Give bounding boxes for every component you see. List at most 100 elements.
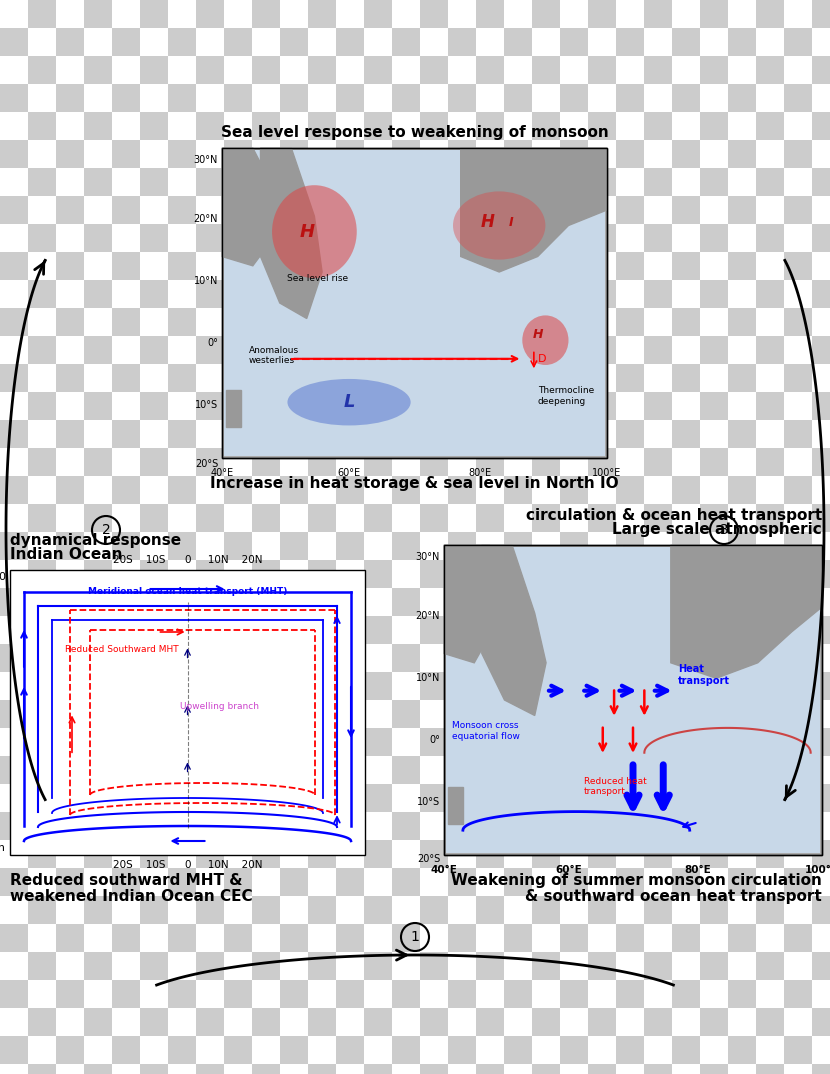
Bar <box>84 504 112 532</box>
Bar <box>448 1036 476 1064</box>
Bar <box>476 112 504 140</box>
Bar <box>84 616 112 644</box>
Bar <box>336 979 364 1008</box>
Bar <box>168 308 196 336</box>
Bar <box>308 1036 336 1064</box>
Bar <box>28 280 56 308</box>
Bar <box>168 784 196 812</box>
Bar <box>756 560 784 587</box>
Bar <box>700 448 728 476</box>
Bar <box>336 195 364 224</box>
Bar <box>364 644 392 672</box>
Bar <box>448 168 476 195</box>
Bar <box>28 252 56 280</box>
Bar <box>560 476 588 504</box>
Bar <box>644 868 672 896</box>
Bar <box>672 924 700 952</box>
Bar <box>728 224 756 252</box>
Bar <box>392 252 420 280</box>
Bar <box>252 0 280 28</box>
Bar <box>0 168 28 195</box>
Bar <box>644 364 672 392</box>
Bar <box>56 252 84 280</box>
Bar <box>252 252 280 280</box>
Bar <box>140 224 168 252</box>
Bar <box>0 979 28 1008</box>
Bar <box>0 560 28 587</box>
Bar <box>0 0 28 28</box>
Bar <box>700 700 728 728</box>
Bar <box>532 728 560 756</box>
Bar <box>308 1064 336 1074</box>
Bar <box>28 392 56 420</box>
Bar <box>392 112 420 140</box>
Bar <box>700 140 728 168</box>
Bar <box>84 1008 112 1036</box>
Bar <box>196 644 224 672</box>
Bar <box>784 0 812 28</box>
Bar <box>364 587 392 616</box>
Bar <box>308 924 336 952</box>
Bar <box>308 560 336 587</box>
Bar <box>224 587 252 616</box>
Bar <box>28 504 56 532</box>
Bar <box>336 140 364 168</box>
Bar <box>84 812 112 840</box>
Bar <box>784 168 812 195</box>
Bar <box>532 784 560 812</box>
Bar <box>28 84 56 112</box>
Bar <box>476 840 504 868</box>
Bar <box>140 112 168 140</box>
Bar <box>56 1008 84 1036</box>
Bar <box>280 308 308 336</box>
Bar <box>616 587 644 616</box>
Bar <box>168 84 196 112</box>
Bar <box>672 672 700 700</box>
Bar <box>140 1064 168 1074</box>
Bar <box>112 168 140 195</box>
Bar <box>84 840 112 868</box>
Bar <box>728 28 756 56</box>
Bar <box>588 224 616 252</box>
Bar <box>252 952 280 979</box>
Bar <box>756 532 784 560</box>
Bar <box>140 952 168 979</box>
Bar <box>756 840 784 868</box>
Bar <box>28 784 56 812</box>
Bar <box>168 364 196 392</box>
Bar <box>56 476 84 504</box>
Bar <box>140 868 168 896</box>
Bar <box>112 140 140 168</box>
Bar <box>812 140 830 168</box>
Text: 10°N: 10°N <box>416 673 440 683</box>
Bar <box>756 336 784 364</box>
Bar <box>84 587 112 616</box>
Bar <box>224 644 252 672</box>
Bar <box>448 868 476 896</box>
Bar <box>784 784 812 812</box>
Bar <box>672 1064 700 1074</box>
Bar <box>0 28 28 56</box>
Bar <box>448 112 476 140</box>
Bar <box>196 979 224 1008</box>
Bar <box>84 84 112 112</box>
Bar <box>112 952 140 979</box>
Bar <box>560 504 588 532</box>
Bar <box>476 420 504 448</box>
Bar <box>700 112 728 140</box>
Bar <box>812 560 830 587</box>
Bar <box>476 616 504 644</box>
Bar <box>112 28 140 56</box>
Polygon shape <box>461 148 607 272</box>
Bar <box>644 0 672 28</box>
Bar <box>588 336 616 364</box>
Bar <box>756 1036 784 1064</box>
Bar <box>0 868 28 896</box>
Bar <box>588 812 616 840</box>
Bar <box>280 560 308 587</box>
Bar <box>0 952 28 979</box>
Bar <box>56 784 84 812</box>
Bar <box>168 840 196 868</box>
Bar <box>756 364 784 392</box>
Bar <box>28 756 56 784</box>
